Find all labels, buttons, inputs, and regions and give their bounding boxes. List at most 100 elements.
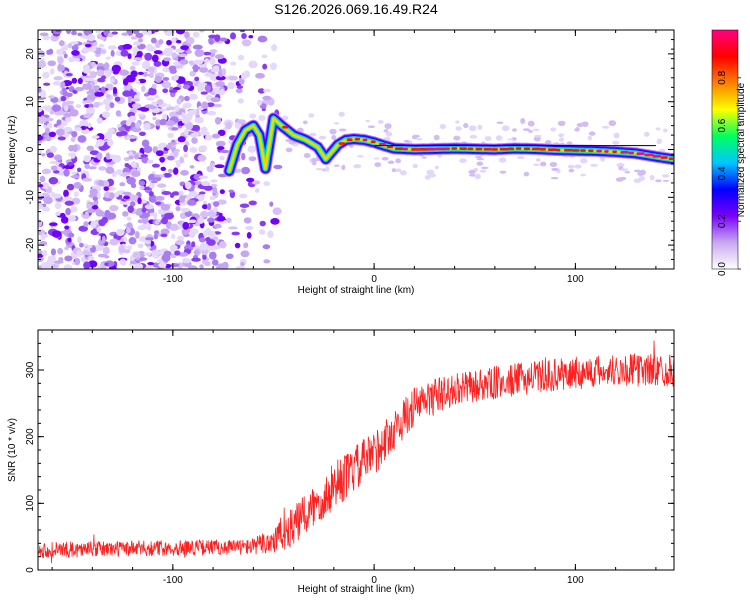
heatmap-halo-cell bbox=[499, 170, 507, 174]
heatmap-noise-cell bbox=[167, 168, 174, 173]
colorbar-tick-label: 0.0 bbox=[717, 262, 728, 276]
heatmap-noise-cell bbox=[212, 206, 218, 213]
heatmap-noise-cell bbox=[77, 236, 82, 244]
heatmap-noise-cell bbox=[248, 35, 254, 39]
heatmap-noise-cell bbox=[60, 81, 66, 89]
heatmap-noise-cell bbox=[208, 34, 218, 39]
heatmap-noise-cell bbox=[133, 262, 144, 269]
heatmap-noise-cell bbox=[174, 250, 181, 256]
heatmap-noise-cell bbox=[127, 53, 132, 60]
heatmap-noise-cell bbox=[198, 191, 206, 195]
heatmap-noise-cell bbox=[271, 44, 278, 52]
heatmap-noise-cell bbox=[210, 179, 218, 183]
heatmap-noise-cell bbox=[176, 235, 185, 241]
top-y-tick-label: -20 bbox=[25, 237, 36, 252]
heatmap-noise-cell bbox=[262, 95, 272, 101]
heatmap-noise-cell bbox=[198, 175, 209, 180]
heatmap-noise-cell bbox=[101, 235, 106, 244]
heatmap-noise-cell bbox=[109, 78, 115, 83]
heatmap-halo-cell bbox=[512, 128, 517, 132]
heatmap-noise-cell bbox=[201, 259, 208, 265]
heatmap-halo-cell bbox=[463, 122, 469, 129]
heatmap-halo-cell bbox=[302, 120, 308, 125]
heatmap-noise-cell bbox=[153, 230, 160, 235]
heatmap-noise-cell bbox=[131, 52, 137, 57]
heatmap-noise-cell bbox=[38, 149, 43, 155]
heatmap-noise-cell bbox=[165, 120, 176, 127]
heatmap-halo-cell bbox=[309, 132, 317, 137]
heatmap-noise-cell bbox=[262, 244, 271, 250]
heatmap-noise-cell bbox=[177, 136, 186, 143]
top-x-tick-label: 0 bbox=[371, 274, 377, 285]
heatmap-noise-cell bbox=[137, 113, 145, 117]
heatmap-noise-cell bbox=[204, 58, 210, 64]
heatmap-noise-cell bbox=[247, 145, 257, 153]
heatmap-noise-cell bbox=[71, 77, 78, 84]
heatmap-halo-cell bbox=[459, 158, 467, 163]
heatmap-noise-cell bbox=[96, 191, 101, 200]
heatmap-noise-cell bbox=[106, 186, 117, 191]
heatmap-noise-cell bbox=[259, 220, 266, 227]
heatmap-noise-cell bbox=[193, 59, 204, 65]
heatmap-noise-cell bbox=[141, 139, 150, 148]
heatmap-noise-cell bbox=[199, 130, 210, 136]
heatmap-noise-cell bbox=[206, 165, 214, 173]
heatmap-noise-cell bbox=[160, 233, 168, 238]
heatmap-noise-cell bbox=[76, 250, 84, 257]
heatmap-noise-cell bbox=[151, 54, 159, 63]
heatmap-halo-cell bbox=[496, 121, 504, 124]
heatmap-noise-cell bbox=[159, 156, 165, 163]
heatmap-noise-cell bbox=[163, 57, 171, 62]
heatmap-noise-cell bbox=[153, 60, 162, 67]
heatmap-halo-cell bbox=[608, 120, 617, 127]
heatmap-noise-cell bbox=[111, 64, 122, 73]
heatmap-noise-cell bbox=[208, 245, 218, 251]
heatmap-noise-cell bbox=[135, 122, 141, 129]
heatmap-noise-cell bbox=[105, 152, 111, 160]
heatmap-noise-cell bbox=[48, 48, 54, 55]
heatmap-noise-cell bbox=[161, 81, 172, 89]
heatmap-noise-cell bbox=[147, 90, 157, 96]
heatmap-noise-cell bbox=[119, 258, 127, 266]
top-x-tick-label: 100 bbox=[567, 274, 584, 285]
heatmap-noise-cell bbox=[123, 157, 130, 162]
heatmap-noise-cell bbox=[205, 134, 213, 141]
heatmap-noise-cell bbox=[96, 226, 102, 233]
heatmap-noise-cell bbox=[152, 117, 157, 121]
heatmap-noise-cell bbox=[219, 37, 228, 42]
heatmap-noise-cell bbox=[258, 229, 266, 235]
heatmap-halo-cell bbox=[394, 168, 402, 173]
bottom-x-axis-label: Height of straight line (km) bbox=[298, 584, 415, 595]
heatmap-noise-cell bbox=[43, 82, 51, 86]
heatmap-noise-cell bbox=[95, 138, 105, 147]
heatmap-noise-cell bbox=[255, 72, 265, 79]
heatmap-noise-cell bbox=[91, 205, 99, 210]
heatmap-noise-cell bbox=[199, 264, 204, 269]
heatmap-noise-cell bbox=[143, 252, 152, 256]
heatmap-noise-cell bbox=[123, 195, 131, 200]
heatmap-noise-cell bbox=[79, 119, 89, 128]
heatmap-noise-cell bbox=[228, 189, 235, 193]
heatmap-noise-cell bbox=[46, 152, 54, 158]
heatmap-noise-cell bbox=[177, 53, 188, 58]
heatmap-noise-cell bbox=[203, 51, 212, 56]
colorbar: 0.0 0.2 0.4 0.6 0.8 Normalized spectral ampl… bbox=[711, 29, 747, 276]
bottom-y-tick-label: 200 bbox=[25, 428, 36, 445]
heatmap-noise-cell bbox=[244, 225, 254, 231]
heatmap-noise-cell bbox=[239, 193, 248, 199]
heatmap-noise-cell bbox=[153, 174, 160, 178]
heatmap-noise-cell bbox=[82, 64, 90, 71]
heatmap-noise-cell bbox=[178, 195, 186, 203]
heatmap-noise-cell bbox=[148, 191, 154, 197]
heatmap-noise-cell bbox=[77, 167, 82, 173]
heatmap-noise-cell bbox=[229, 32, 237, 40]
heatmap-halo-cell bbox=[533, 163, 540, 166]
heatmap-noise-cell bbox=[144, 52, 153, 61]
heatmap-noise-cell bbox=[82, 46, 91, 53]
top-y-tick-label: -10 bbox=[25, 190, 36, 205]
heatmap-noise-cell bbox=[67, 42, 73, 49]
heatmap-noise-cell bbox=[219, 241, 227, 249]
heatmap-noise-cell bbox=[257, 88, 266, 94]
heatmap-noise-cell bbox=[180, 45, 189, 51]
heatmap-noise-cell bbox=[154, 201, 162, 205]
